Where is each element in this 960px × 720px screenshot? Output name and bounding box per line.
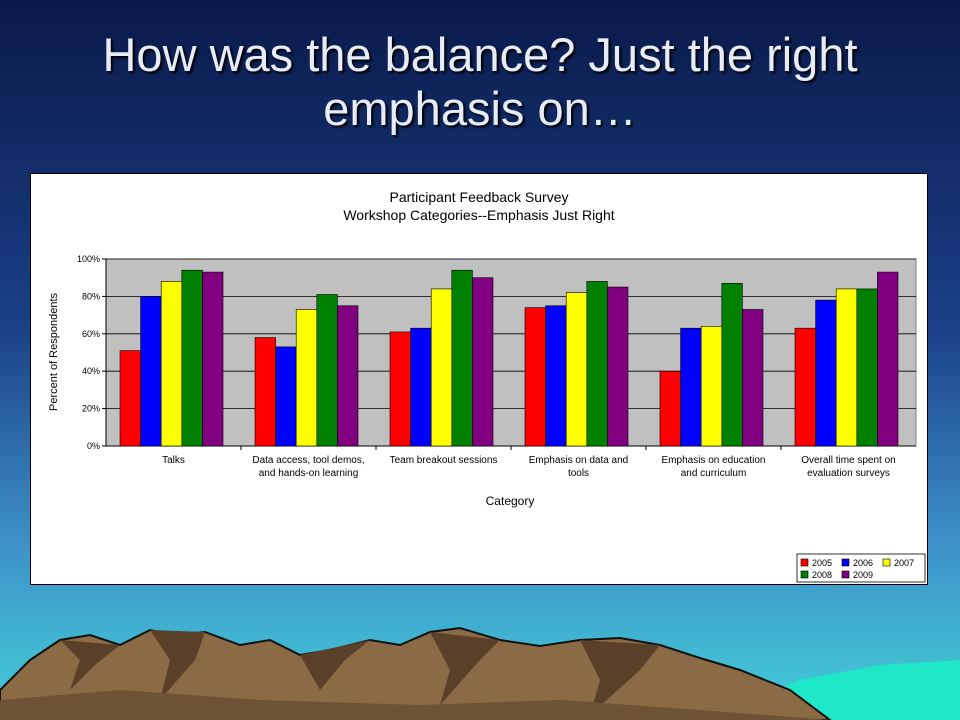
legend-label: 2009 bbox=[853, 570, 873, 580]
x-tick-label: Emphasis on education bbox=[662, 455, 766, 466]
bar bbox=[545, 305, 567, 447]
bar bbox=[721, 283, 743, 447]
bar bbox=[202, 271, 224, 447]
bar bbox=[815, 299, 837, 447]
bar bbox=[295, 309, 318, 447]
legend-swatch bbox=[800, 558, 809, 567]
y-tick-label: 80% bbox=[82, 291, 100, 301]
slide-title: How was the balance? Just the right emph… bbox=[102, 28, 858, 135]
bar bbox=[524, 307, 546, 447]
y-tick-label: 60% bbox=[82, 329, 100, 339]
chart-subtitle: Workshop Categories--Emphasis Just Right bbox=[343, 207, 614, 223]
bar bbox=[659, 370, 681, 447]
x-tick-label: and hands-on learning bbox=[259, 468, 359, 479]
bar bbox=[337, 305, 359, 447]
bar bbox=[451, 269, 473, 447]
legend-label: 2007 bbox=[894, 558, 914, 568]
x-tick-label: Emphasis on data and bbox=[529, 455, 629, 466]
legend-swatch bbox=[841, 558, 850, 567]
bar bbox=[140, 296, 162, 447]
bar bbox=[565, 292, 588, 447]
legend-label: 2006 bbox=[853, 558, 873, 568]
legend-label: 2008 bbox=[812, 570, 832, 580]
bar bbox=[607, 286, 629, 447]
legend-box bbox=[796, 553, 926, 583]
bar bbox=[410, 327, 432, 447]
x-tick-label: evaluation surveys bbox=[807, 468, 890, 479]
bar bbox=[119, 350, 141, 447]
bar bbox=[430, 288, 453, 447]
legend: 2005 2006 2007 2008 2009 bbox=[796, 553, 926, 583]
bar bbox=[181, 269, 203, 447]
chart-title: Participant Feedback Survey bbox=[390, 189, 569, 205]
mountains-illustration bbox=[0, 626, 832, 720]
y-tick-label: 0% bbox=[87, 441, 100, 451]
x-tick-label: Overall time spent on bbox=[801, 455, 896, 466]
x-axis-label: Category bbox=[486, 494, 535, 508]
legend-swatch bbox=[841, 570, 850, 579]
y-tick-label: 40% bbox=[82, 366, 100, 376]
legend-swatch bbox=[882, 558, 891, 567]
plot-background bbox=[105, 258, 917, 447]
bar bbox=[794, 327, 816, 447]
x-tick-label: and curriculum bbox=[681, 468, 747, 479]
bar bbox=[680, 327, 702, 447]
bar bbox=[275, 346, 297, 447]
plot-area: 0% 20% 40% 60% 80% 100% Talks Data access, tool… bbox=[77, 254, 917, 479]
bar bbox=[877, 271, 899, 447]
bar bbox=[742, 309, 764, 447]
bar bbox=[835, 288, 858, 447]
x-tick-label: tools bbox=[568, 468, 589, 479]
bar bbox=[316, 294, 338, 447]
bar bbox=[389, 331, 411, 447]
bar bbox=[586, 281, 608, 447]
y-tick-label: 20% bbox=[82, 404, 100, 414]
bar bbox=[160, 281, 183, 447]
x-tick-label: Team breakout sessions bbox=[390, 455, 498, 466]
x-tick-label: Talks bbox=[162, 455, 185, 466]
x-tick-label: Data access, tool demos, bbox=[252, 455, 364, 466]
chart-container: Participant Feedback Survey Workshop Cat… bbox=[30, 173, 928, 585]
bar bbox=[472, 277, 494, 447]
legend-label: 2005 bbox=[812, 558, 832, 568]
bar bbox=[700, 326, 723, 447]
bar-chart: Participant Feedback Survey Workshop Cat… bbox=[48, 189, 926, 583]
bar bbox=[856, 288, 878, 447]
y-axis-label: Percent of Respondents bbox=[48, 292, 60, 411]
bar bbox=[254, 337, 276, 447]
y-tick-label: 100% bbox=[77, 254, 100, 264]
legend-swatch bbox=[800, 570, 809, 579]
